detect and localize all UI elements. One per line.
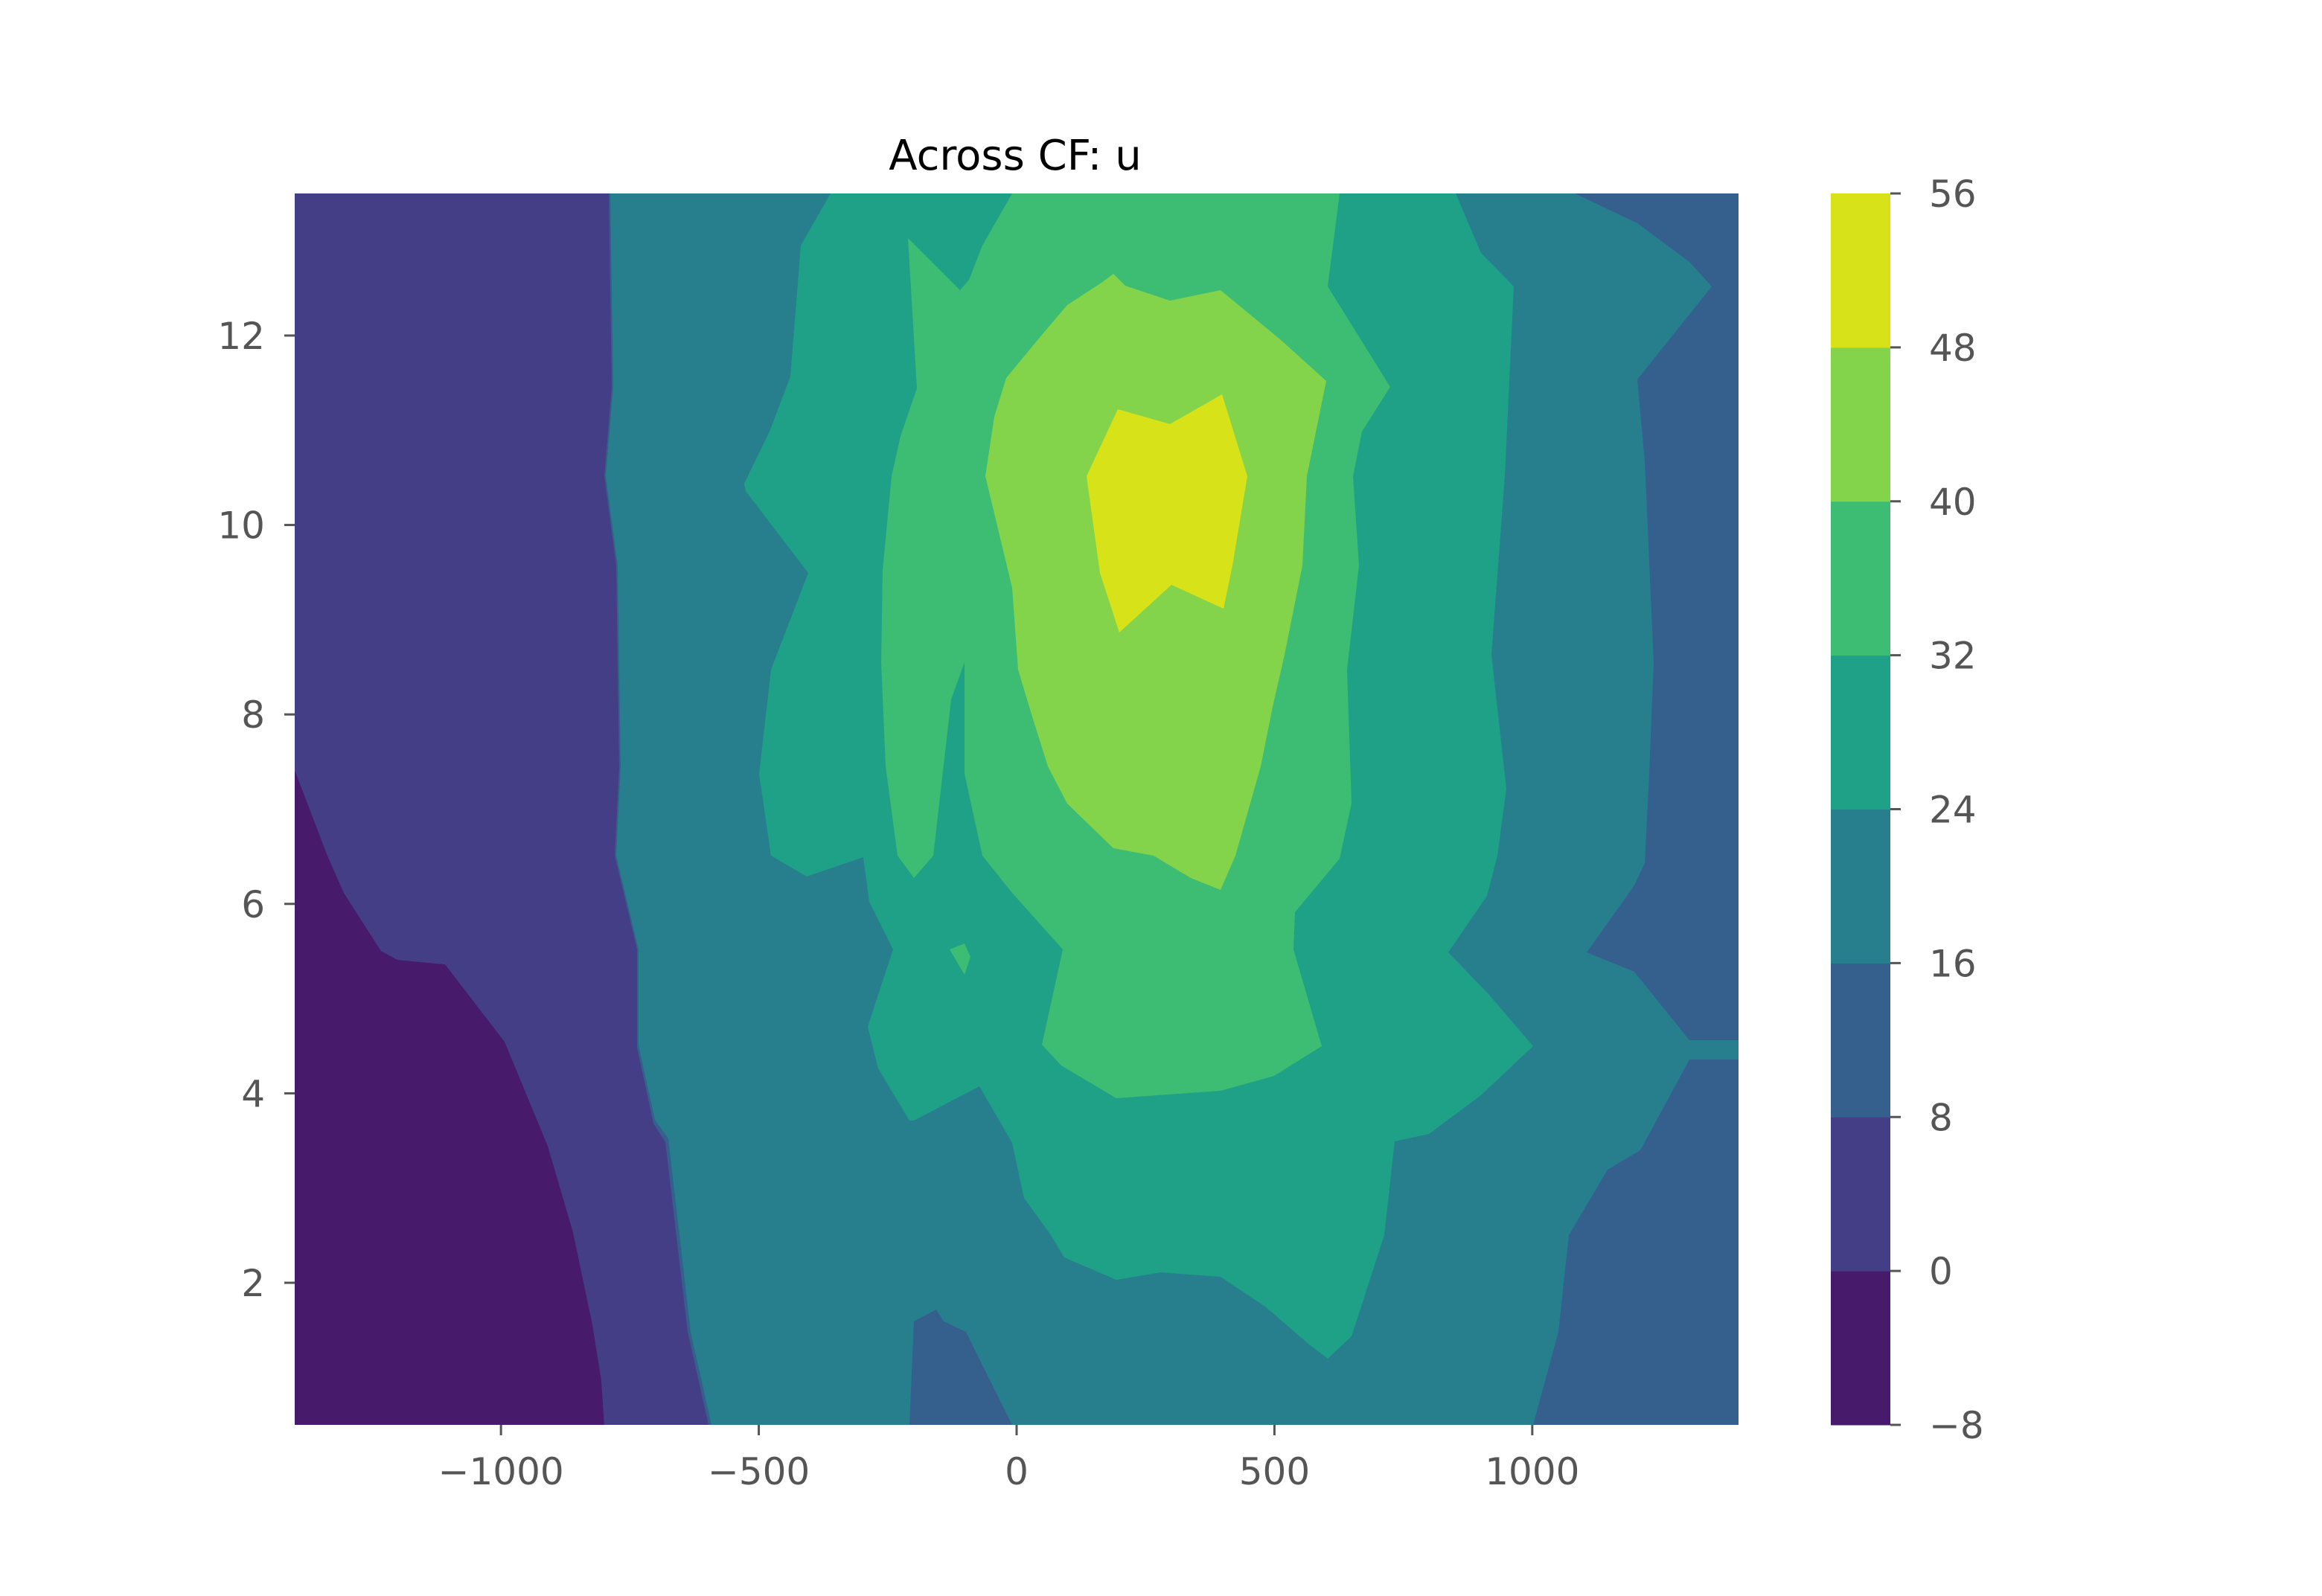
y-tick-label: 4 — [241, 1072, 265, 1115]
y-tick-label: 2 — [241, 1262, 265, 1305]
colorbar-tick-label: 8 — [1929, 1096, 1953, 1139]
colorbar: −8 0 8 16 24 32 40 48 56 — [1831, 173, 1984, 1447]
colorbar-tick-label: 56 — [1929, 173, 1977, 216]
colorbar-tick-label: 16 — [1929, 942, 1977, 985]
colorbar-tick-label: 32 — [1929, 635, 1977, 678]
colorbar-segment — [1831, 1117, 1890, 1272]
colorbar-segment — [1831, 963, 1890, 1118]
colorbar-tick-label: 48 — [1929, 327, 1977, 370]
contour-island-lower — [950, 943, 970, 975]
chart-title: Across CF: u — [889, 132, 1141, 180]
plot-area — [295, 193, 1739, 1425]
colorbar-segment — [1831, 193, 1890, 348]
colorbar-tick-label: 24 — [1929, 789, 1977, 832]
colorbar-tick-label: 0 — [1929, 1250, 1953, 1293]
y-tick-label: 8 — [241, 693, 265, 737]
x-axis: −1000 −500 0 500 1000 — [438, 1425, 1579, 1493]
colorbar-segment — [1831, 809, 1890, 964]
contour-island-upper — [908, 460, 923, 488]
y-tick-label: 12 — [217, 315, 265, 358]
contour-band-minus8-to-0 — [295, 770, 604, 1425]
colorbar-segment — [1831, 501, 1890, 656]
y-axis: 2 4 6 8 10 12 — [217, 315, 295, 1305]
colorbar-segment — [1831, 655, 1890, 810]
x-tick-label: 0 — [1005, 1450, 1029, 1493]
colorbar-segment — [1831, 347, 1890, 502]
contour-band-48-to-56 — [1087, 394, 1247, 632]
colorbar-tick-label: −8 — [1929, 1404, 1984, 1447]
colorbar-segment — [1831, 1271, 1890, 1426]
contour-band-0-to-8 — [295, 193, 709, 1425]
x-tick-label: −1000 — [438, 1450, 564, 1493]
y-tick-label: 6 — [241, 883, 265, 926]
x-tick-label: 500 — [1239, 1450, 1310, 1493]
x-tick-label: 1000 — [1485, 1450, 1579, 1493]
x-tick-label: −500 — [708, 1450, 810, 1493]
y-tick-label: 10 — [217, 504, 265, 548]
colorbar-tick-label: 40 — [1929, 481, 1977, 524]
